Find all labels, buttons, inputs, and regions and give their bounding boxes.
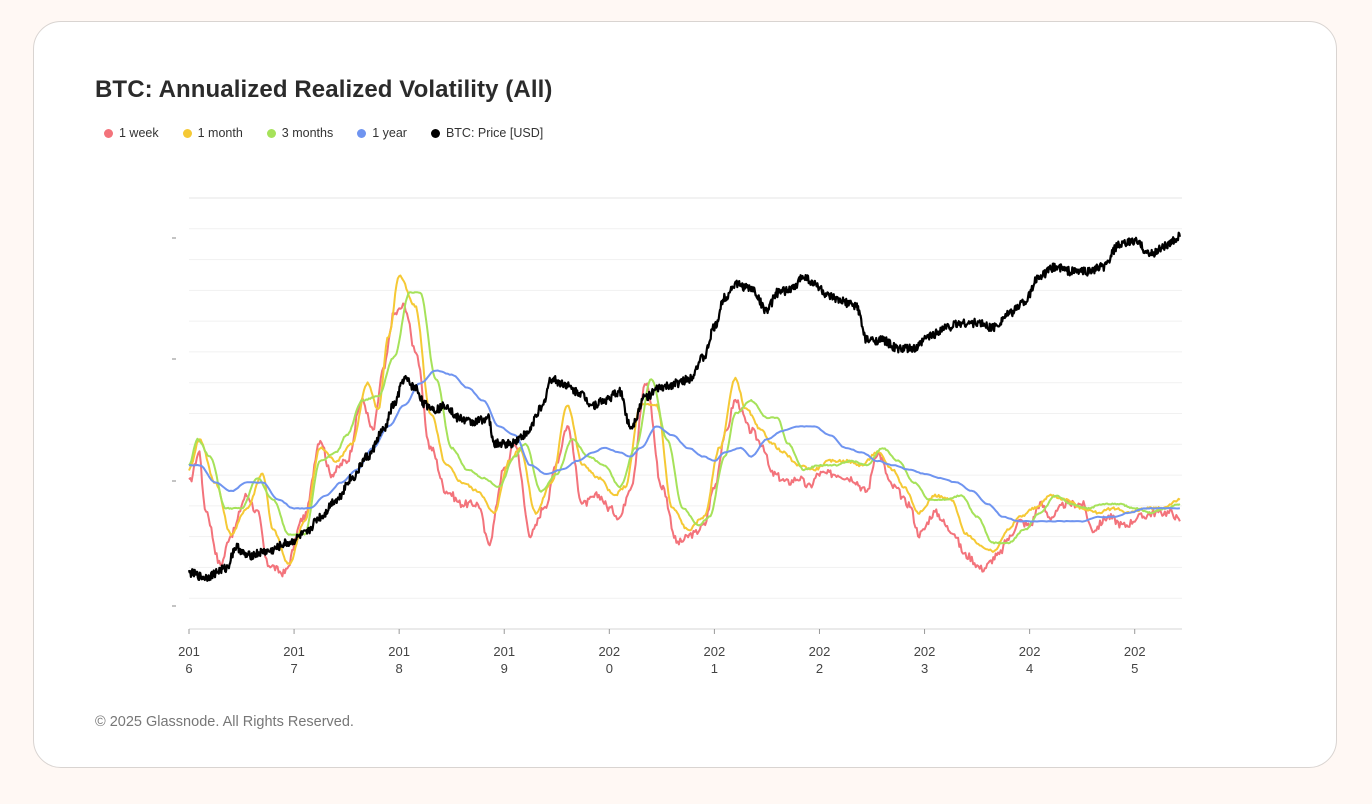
series-line-5 <box>187 231 1181 582</box>
series-line-4 <box>188 369 1180 523</box>
legend-label: BTC: Price [USD] <box>445 126 544 140</box>
x-tick-label: 201 8 <box>388 644 410 676</box>
legend-dot-icon <box>266 128 276 138</box>
legend-item-1[interactable]: 1 week <box>104 126 159 140</box>
x-tick-label: 201 6 <box>178 644 200 676</box>
copyright-footer: © 2025 Glassnode. All Rights Reserved. <box>95 714 354 730</box>
x-axis: 201 6 201 7 201 8 201 9 202 0 202 1 202 2 202 3 202 4 202 5 <box>172 237 1182 676</box>
legend-item-2[interactable]: 1 month <box>182 126 243 140</box>
x-tick-label: 201 9 <box>493 644 515 676</box>
series-line-1 <box>188 302 1181 578</box>
legend-label: 1 week <box>119 126 159 140</box>
legend-dot-icon <box>182 128 192 138</box>
legend-dot-icon <box>357 128 367 138</box>
chart-plot: 201 6 201 7 201 8 201 9 202 0 202 1 202 2 202 3 202 4 202 5 <box>172 197 1182 676</box>
legend-dot-icon <box>104 128 113 138</box>
legend-label: 3 months <box>281 126 334 140</box>
series-layer <box>187 231 1181 582</box>
x-tick-label: 202 1 <box>704 644 726 676</box>
x-tick-label: 202 0 <box>598 644 620 676</box>
x-tick-label: 202 2 <box>809 644 831 676</box>
legend-item-3[interactable]: 3 months <box>266 126 334 140</box>
chart-legend[interactable]: 1 week 1 month 3 months 1 year BTC: Price [U… <box>104 126 567 140</box>
x-tick-label: 202 4 <box>1019 644 1041 676</box>
x-tick-label: 201 7 <box>283 644 305 676</box>
legend-dot-icon <box>430 128 440 138</box>
chart-grid <box>189 197 1182 630</box>
chart-card: BTC: Annualized Realized Volatility (All… <box>33 21 1337 768</box>
legend-item-5[interactable]: BTC: Price [USD] <box>430 126 544 140</box>
series-line-3 <box>188 291 1181 545</box>
x-tick-label: 202 5 <box>1124 644 1146 676</box>
legend-item-4[interactable]: 1 year <box>357 126 407 140</box>
chart-title: BTC: Annualized Realized Volatility (All… <box>95 76 553 103</box>
legend-label: 1 month <box>197 126 243 140</box>
legend-label: 1 year <box>372 126 407 140</box>
x-tick-label: 202 3 <box>914 644 936 676</box>
